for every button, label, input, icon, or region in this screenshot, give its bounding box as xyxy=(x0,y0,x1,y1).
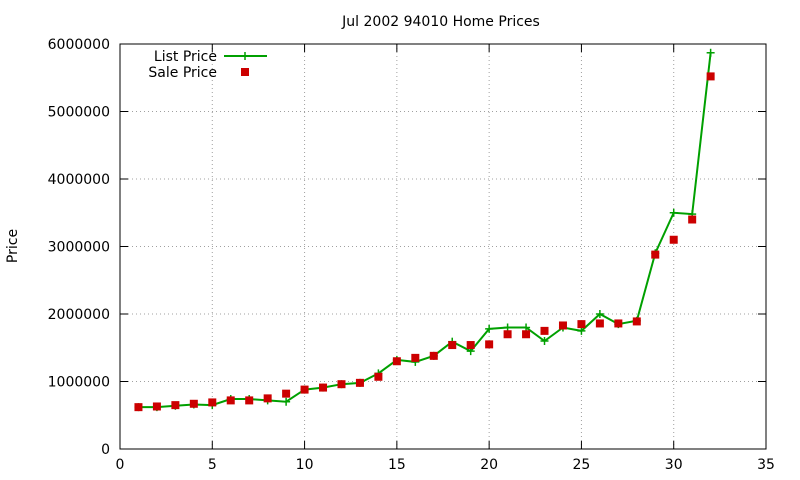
data-point xyxy=(577,326,586,335)
x-tick-label: 25 xyxy=(573,457,591,473)
data-point xyxy=(245,396,254,405)
data-point xyxy=(706,72,715,81)
series-1 xyxy=(134,72,715,412)
x-tick-label: 0 xyxy=(116,457,125,473)
data-point xyxy=(632,317,641,326)
data-point xyxy=(429,351,438,360)
y-tick-label: 4000000 xyxy=(48,172,110,188)
series-0 xyxy=(134,48,715,412)
y-tick-label: 0 xyxy=(101,442,110,458)
data-point xyxy=(540,337,549,345)
data-point xyxy=(355,378,364,387)
data-point xyxy=(669,235,678,244)
y-tick-label: 5000000 xyxy=(48,105,110,121)
data-point xyxy=(485,340,494,349)
data-point xyxy=(189,399,198,408)
y-tick-label: 6000000 xyxy=(48,37,110,53)
data-point xyxy=(558,321,567,330)
data-point xyxy=(614,319,623,328)
y-tick-label: 2000000 xyxy=(48,307,110,323)
series-layer xyxy=(134,48,715,412)
x-tick-label: 30 xyxy=(665,457,683,473)
data-point xyxy=(503,323,512,332)
data-point xyxy=(263,394,272,403)
y-tick-label: 3000000 xyxy=(48,240,110,256)
data-point xyxy=(577,320,586,329)
axis-ticks: 0 5 10 15 20 25 30 35 0 1000000 2000000 3000000 4000… xyxy=(48,37,775,473)
data-point xyxy=(152,402,161,411)
data-point xyxy=(337,380,346,389)
data-point xyxy=(669,208,678,217)
data-point xyxy=(688,215,697,224)
data-point xyxy=(374,372,383,381)
legend-square-sample xyxy=(241,68,249,76)
data-point xyxy=(485,324,494,333)
data-point xyxy=(706,48,715,57)
data-point xyxy=(540,326,549,335)
y-tick-label: 1000000 xyxy=(48,375,110,391)
data-point xyxy=(595,319,604,328)
data-point xyxy=(208,398,217,407)
series-line xyxy=(138,52,712,409)
x-tick-label: 15 xyxy=(388,457,406,473)
data-point xyxy=(319,383,328,392)
legend-label: Sale Price xyxy=(148,65,217,81)
x-tick-label: 5 xyxy=(208,457,217,473)
legend-label: List Price xyxy=(154,49,217,65)
data-point xyxy=(171,401,180,410)
data-point xyxy=(466,341,475,350)
data-point xyxy=(522,330,531,339)
data-point xyxy=(392,357,401,366)
x-tick-label: 20 xyxy=(480,457,498,473)
data-point xyxy=(503,330,512,339)
data-point xyxy=(595,310,604,318)
x-tick-label: 35 xyxy=(757,457,775,473)
data-point xyxy=(411,353,420,362)
data-point xyxy=(134,403,143,412)
grid xyxy=(120,44,766,449)
chart-title: Jul 2002 94010 Home Prices xyxy=(341,14,540,30)
data-point xyxy=(448,341,457,350)
data-point xyxy=(522,323,531,332)
x-tick-label: 10 xyxy=(296,457,314,473)
data-point xyxy=(282,389,291,398)
data-point xyxy=(282,397,291,406)
data-point xyxy=(651,250,660,259)
data-point xyxy=(226,396,235,405)
y-axis-label: Price xyxy=(5,229,21,263)
data-point xyxy=(300,385,309,394)
